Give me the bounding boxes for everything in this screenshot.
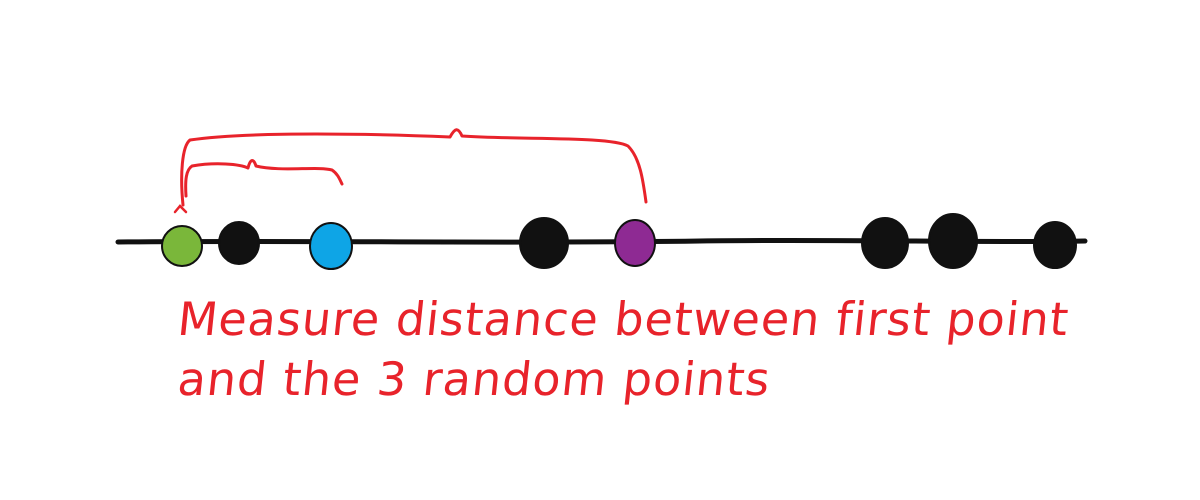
point-other-2 — [218, 221, 260, 265]
brace-to-purple-point — [180, 128, 648, 207]
point-other-4 — [519, 217, 569, 269]
point-random-3 — [309, 222, 353, 270]
points-group — [161, 213, 1077, 270]
annotation-line-2: and the 3 random points — [175, 352, 774, 406]
annotation-line-1: Measure distance between first point — [175, 292, 1072, 346]
point-other-7 — [928, 213, 978, 269]
point-other-6 — [861, 217, 909, 269]
brace-to-blue-point — [184, 159, 344, 198]
point-random-5 — [614, 219, 656, 267]
brace-tick — [173, 204, 188, 214]
point-other-8 — [1033, 221, 1077, 269]
point-first-1 — [161, 225, 203, 267]
